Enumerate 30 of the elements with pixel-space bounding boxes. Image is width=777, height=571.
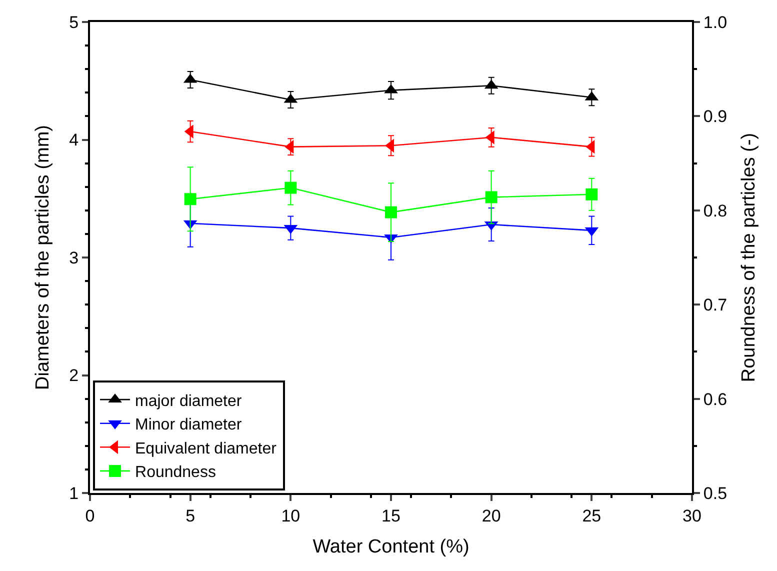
y-tick-label: 2 <box>69 366 79 386</box>
y2-tick-label: 0.5 <box>703 484 728 503</box>
y-tick-label: 1 <box>69 484 79 503</box>
y-tick-label: 5 <box>69 12 79 32</box>
legend-label: Roundness <box>135 464 216 482</box>
legend-label: Minor diameter <box>135 416 242 434</box>
x-tick-label: 15 <box>382 506 400 526</box>
x-tick-label: 10 <box>281 506 300 526</box>
legend-label: major diameter <box>135 392 242 410</box>
x-axis-title: Water Content (%) <box>312 536 470 558</box>
point <box>284 182 297 194</box>
x-tick-label: 20 <box>482 506 501 526</box>
point <box>184 193 196 206</box>
point <box>485 191 498 204</box>
legend-label: Equivalent diameter <box>135 440 278 458</box>
y-tick-label: 3 <box>69 248 79 268</box>
y2-tick-label: 1.0 <box>703 12 728 32</box>
point <box>385 206 397 218</box>
y-tick-label: 4 <box>69 130 79 150</box>
point <box>586 188 598 200</box>
x-tick-label: 5 <box>186 506 196 526</box>
x-tick-label: 25 <box>582 506 602 526</box>
y-axis-title: Diameters of the particles (mm) <box>32 124 54 390</box>
y2-tick-label: 0.6 <box>703 390 728 409</box>
x-tick-label: 0 <box>85 506 95 526</box>
y2-axis-title: Roundness of the particles (-) <box>738 132 760 382</box>
y2-tick-label: 0.9 <box>703 107 728 126</box>
y2-tick-label: 0.7 <box>703 296 728 315</box>
y2-tick-label: 0.8 <box>703 201 728 220</box>
x-tick-label: 30 <box>682 506 702 526</box>
